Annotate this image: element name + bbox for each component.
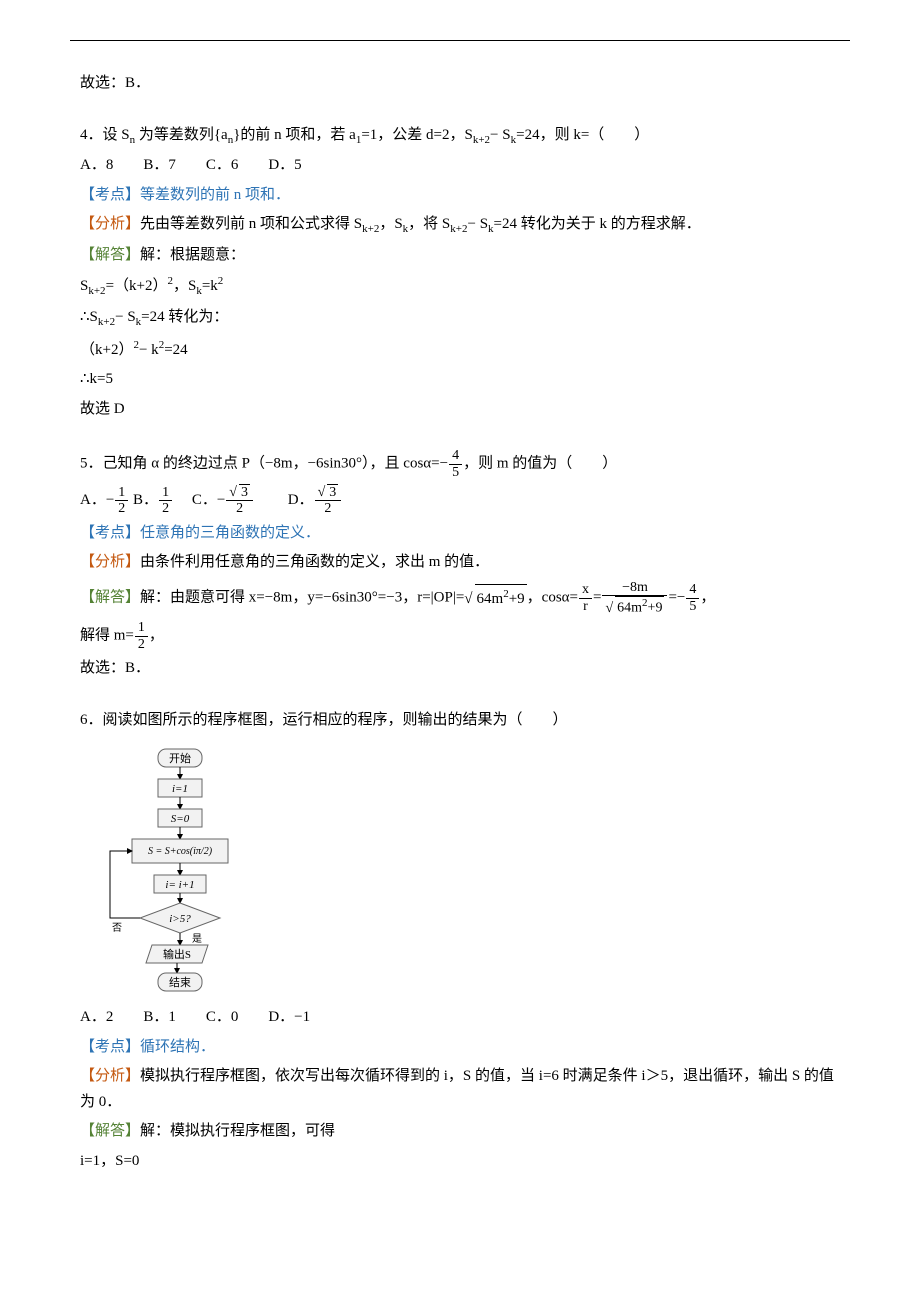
q6-topic: 【考点】循环结构． (80, 1035, 840, 1061)
svg-text:是: 是 (192, 933, 202, 945)
q4-sol-line3: （k+2）2− k2=24 (80, 336, 840, 364)
q5-analysis-label: 【分析】 (80, 554, 140, 570)
q4-solution: 【解答】解：根据题意： (80, 243, 840, 269)
q4-analysis-label: 【分析】 (80, 216, 140, 232)
q6-stem: 6．阅读如图所示的程序框图，运行相应的程序，则输出的结果为（ ） (80, 708, 840, 734)
q5-solution: 【解答】解：由题意可得 x=−8m，y=−6sin30°=−3，r=|OP|= 6… (80, 580, 840, 616)
q5-sol-pre: 解：由题意可得 x=−8m，y=−6sin30°=−3，r=|OP|= (140, 589, 464, 605)
svg-text:S = S+cos(iπ/2): S = S+cos(iπ/2) (148, 846, 213, 857)
svg-text:i=1: i=1 (172, 783, 188, 795)
q6-sol-line1: i=1，S=0 (80, 1149, 840, 1175)
q4-topic: 【考点】等差数列的前 n 项和． (80, 183, 840, 209)
svg-text:开始: 开始 (169, 751, 191, 765)
q4-sol-line0: 解：根据题意： (140, 247, 245, 263)
q4-topic-text: 【考点】等差数列的前 n 项和． (80, 187, 290, 203)
q4-analysis: 【分析】先由等差数列前 n 项和公式求得 Sk+2，Sk，将 Sk+2− Sk=… (80, 212, 840, 239)
page-top-rule (70, 40, 850, 41)
q5-stem-post: ，则 m 的值为（ ） (463, 456, 617, 472)
q6-options: A．2 B．1 C．0 D．−1 (80, 1005, 840, 1031)
q5-stem-frac: 45 (449, 448, 462, 480)
q5-topic-text: 【考点】任意角的三角函数的定义． (80, 525, 320, 541)
q6-topic-text: 【考点】循环结构． (80, 1039, 215, 1055)
q5-analysis: 【分析】由条件利用任意角的三角函数的定义，求出 m 的值． (80, 550, 840, 576)
q5-sol2-post: ， (149, 628, 164, 644)
q5-r-sqrt: 64m2+9 (475, 584, 527, 613)
q5-sol-line2: 解得 m=12， (80, 620, 840, 652)
q6-analysis: 【分析】模拟执行程序框图，依次写出每次循环得到的 i，S 的值，当 i=6 时满… (80, 1064, 840, 1115)
q6-solution: 【解答】解：模拟执行程序框图，可得 (80, 1119, 840, 1145)
q5-sol2-pre: 解得 m= (80, 628, 134, 644)
q6-sol-label: 【解答】 (80, 1123, 140, 1139)
svg-text:结束: 结束 (169, 976, 191, 989)
svg-text:i= i+1: i= i+1 (165, 879, 194, 891)
q6-sol-line0: 解：模拟执行程序框图，可得 (140, 1123, 335, 1139)
q4-sol-line1: Sk+2=（k+2）2，Sk=k2 (80, 272, 840, 301)
q4-sol-line2: ∴Sk+2− Sk=24 转化为： (80, 305, 840, 332)
q4-sol-label: 【解答】 (80, 247, 140, 263)
q3-conclusion: 故选：B． (80, 71, 840, 97)
svg-text:S=0: S=0 (171, 813, 190, 825)
q6-flowchart: 开始 i=1 S=0 S = S+cos(iπ/2) i= i+1 i>5? 是… (80, 739, 250, 999)
svg-text:否: 否 (112, 922, 122, 934)
svg-text:输出S: 输出S (163, 947, 191, 961)
q5-stem-pre: 5．己知角 α 的终边过点 P（−8m，−6sin30°），且 cosα=− (80, 456, 448, 472)
q5-stem: 5．己知角 α 的终边过点 P（−8m，−6sin30°），且 cosα=−45… (80, 448, 840, 480)
q5-sol-label: 【解答】 (80, 589, 140, 605)
q4-sol-line5: 故选 D (80, 397, 840, 423)
q5-conclusion: 故选：B． (80, 656, 840, 682)
q4-options: A．8 B．7 C．6 D．5 (80, 153, 840, 179)
q5-topic: 【考点】任意角的三角函数的定义． (80, 521, 840, 547)
q4-stem: 4．设 Sn 为等差数列{an}的前 n 项和，若 a1=1，公差 d=2，Sk… (80, 123, 840, 150)
q4-sol-line4: ∴k=5 (80, 367, 840, 393)
q6-analysis-label: 【分析】 (80, 1068, 140, 1084)
q5-options: A．−12 B．12 C．−32 D．32 (80, 484, 840, 517)
svg-text:i>5?: i>5? (169, 913, 191, 925)
